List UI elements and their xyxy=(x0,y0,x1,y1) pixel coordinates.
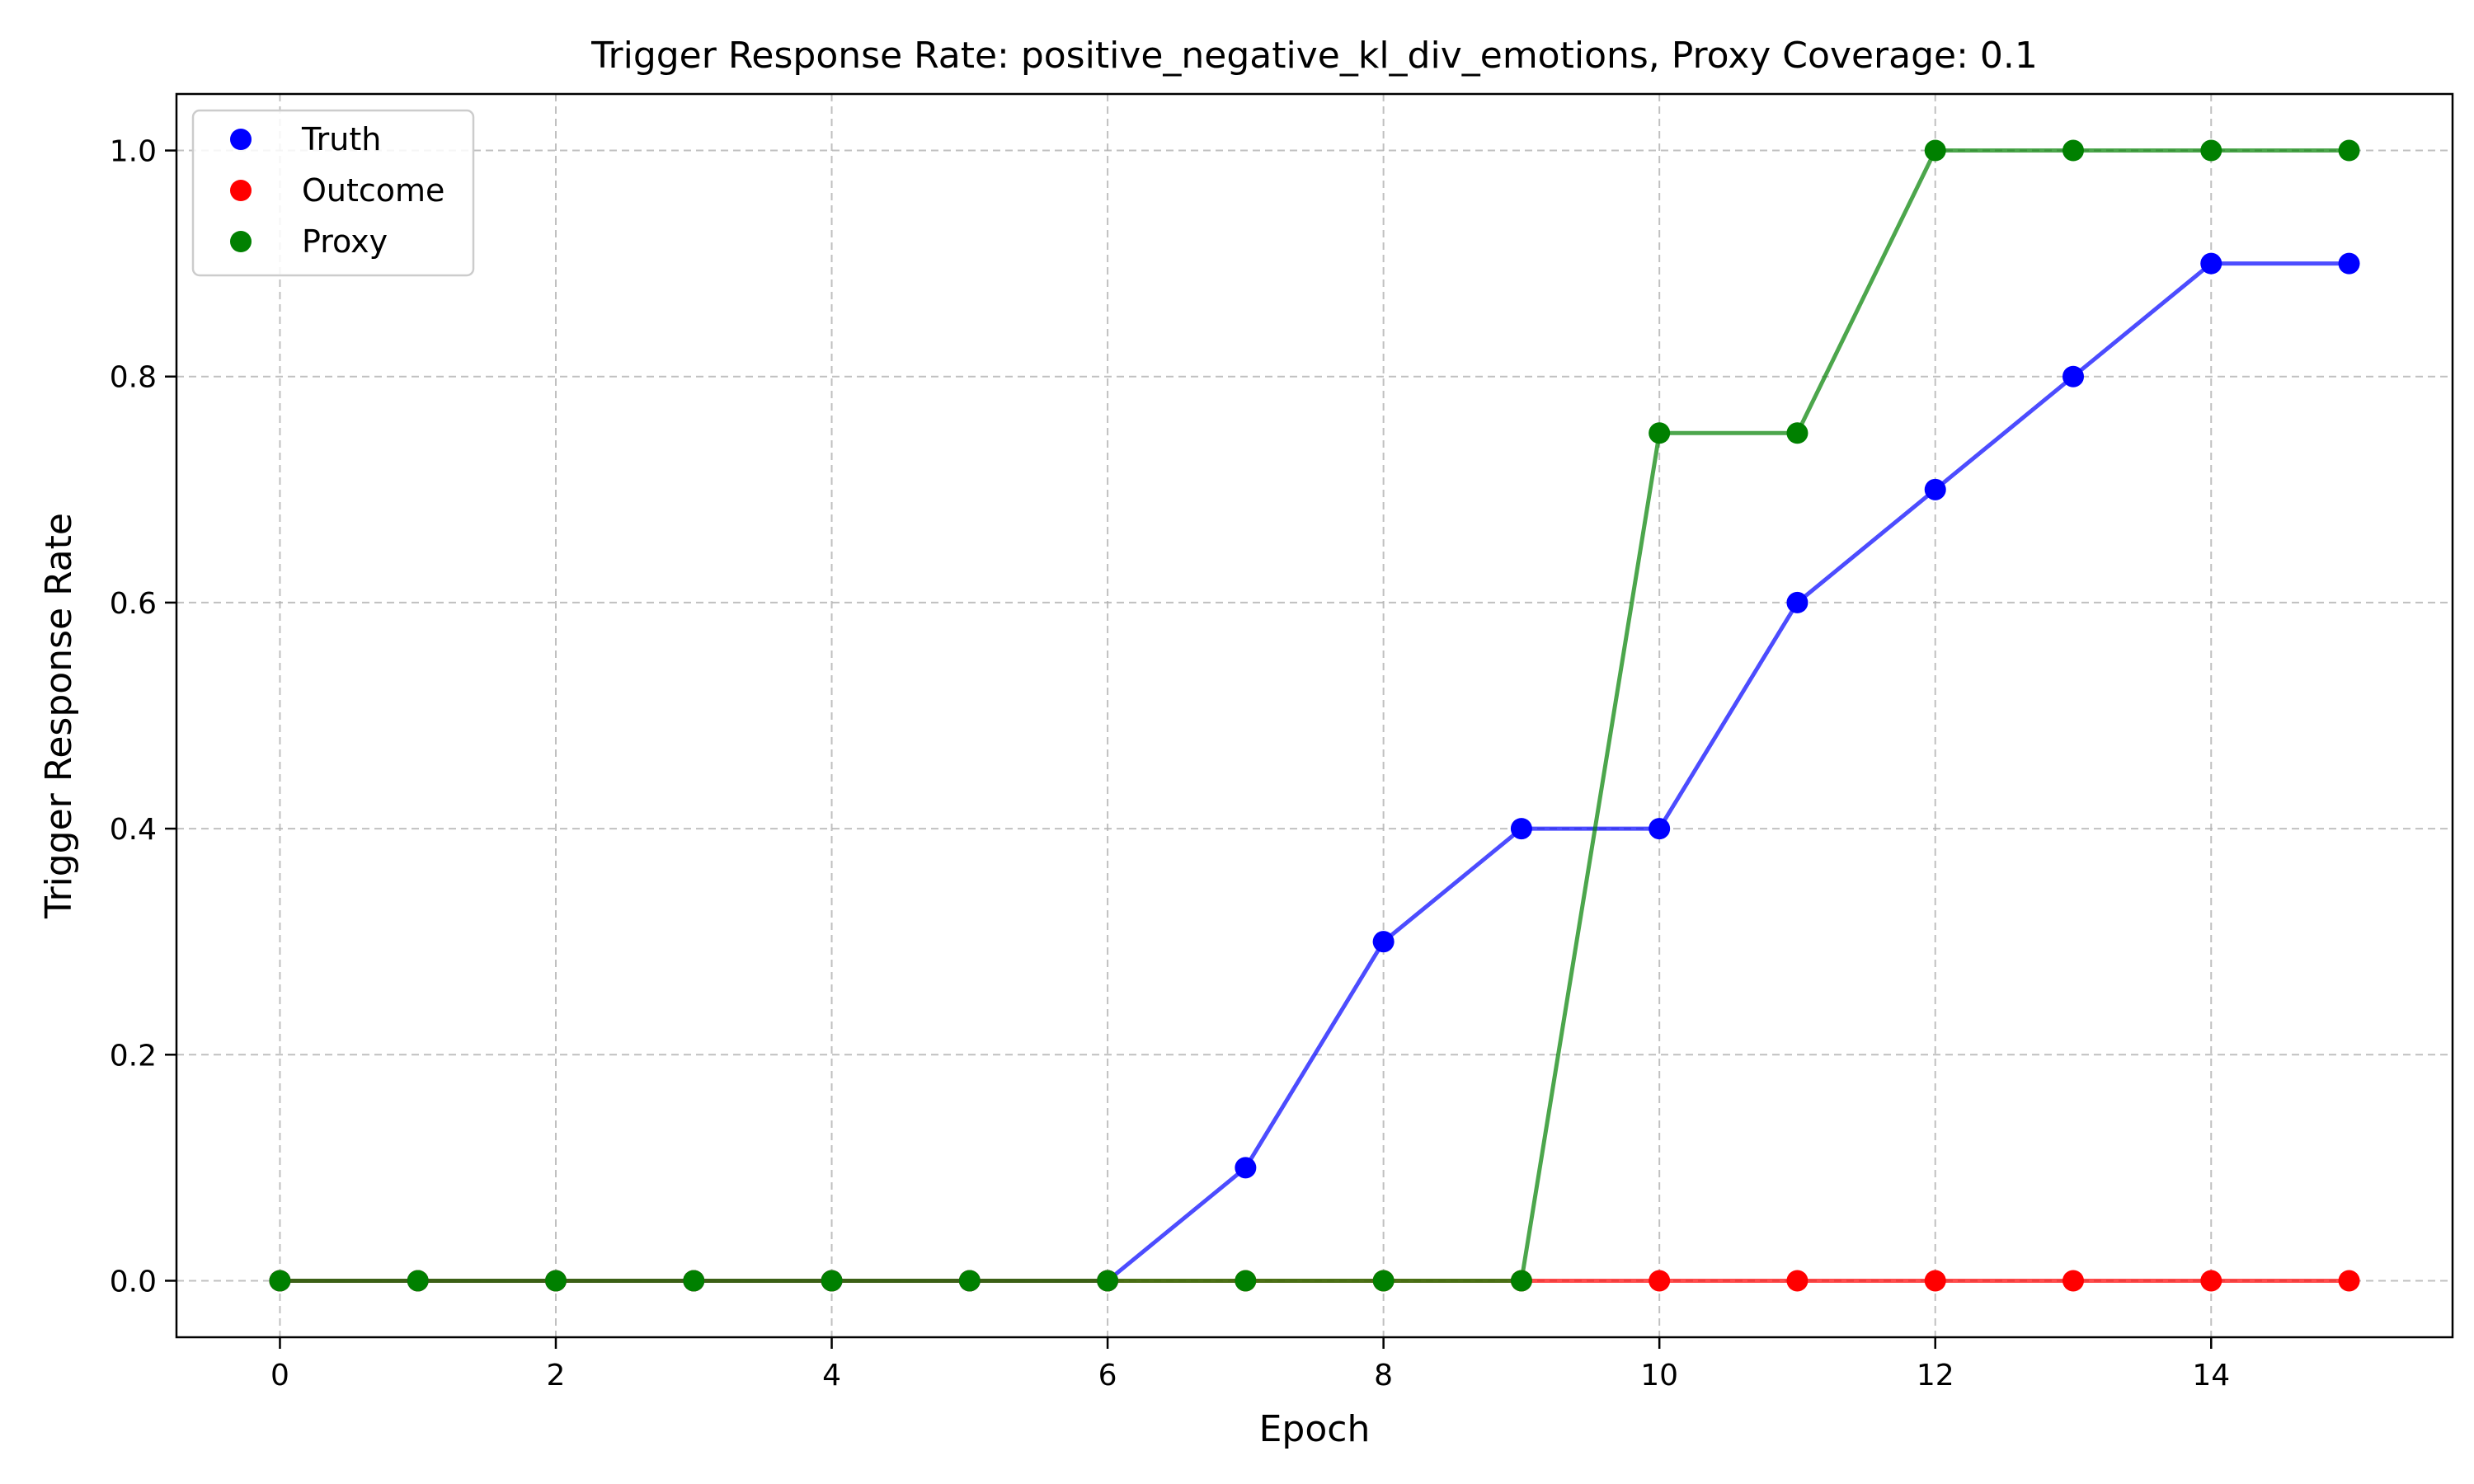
plot-area-frame xyxy=(175,92,2454,1339)
data-point-proxy xyxy=(1649,422,1671,444)
data-point-proxy xyxy=(2200,139,2222,162)
y-tick-label: 0.6 xyxy=(110,587,157,621)
y-tick-label: 0.8 xyxy=(110,361,157,395)
data-point-truth xyxy=(1372,931,1395,953)
data-point-truth xyxy=(1510,818,1532,840)
grid-lines xyxy=(176,94,2453,1337)
y-tick-label: 0.0 xyxy=(110,1265,157,1298)
data-point-outcome xyxy=(1649,1270,1671,1292)
x-tick-label: 10 xyxy=(1640,1359,1678,1392)
x-tick-label: 0 xyxy=(270,1359,289,1392)
data-point-proxy xyxy=(821,1270,843,1292)
legend-label-outcome: Outcome xyxy=(302,172,444,209)
data-point-truth xyxy=(2200,252,2222,275)
data-point-outcome xyxy=(1786,1270,1808,1292)
data-point-outcome xyxy=(2200,1270,2222,1292)
data-point-proxy xyxy=(1097,1270,1119,1292)
data-point-proxy xyxy=(269,1270,291,1292)
data-point-proxy xyxy=(545,1270,567,1292)
data-point-outcome xyxy=(2338,1270,2360,1292)
series-line-proxy xyxy=(280,148,2349,1283)
data-point-truth xyxy=(2062,365,2084,387)
data-point-truth xyxy=(2338,252,2360,275)
legend-marker-outcome xyxy=(230,180,252,201)
legend-marker-proxy xyxy=(230,231,252,252)
x-axis-label: Epoch xyxy=(1259,1408,1371,1450)
y-axis-label: Trigger Response Rate xyxy=(38,513,80,919)
data-point-truth xyxy=(1924,478,1946,500)
data-point-proxy xyxy=(2338,139,2360,162)
chart-title: Trigger Response Rate: positive_negative… xyxy=(590,35,2038,77)
legend: Truth Outcome Proxy xyxy=(191,109,475,277)
data-point-truth xyxy=(1786,591,1808,613)
y-tick-label: 0.2 xyxy=(110,1039,157,1073)
x-tick-label: 6 xyxy=(1098,1359,1117,1392)
series-points xyxy=(269,139,2360,1292)
data-point-proxy xyxy=(1924,139,1946,162)
legend-box xyxy=(191,109,475,277)
data-point-truth xyxy=(1649,818,1671,840)
data-point-truth xyxy=(1235,1157,1257,1179)
data-point-proxy xyxy=(1510,1270,1532,1292)
x-tick-label: 14 xyxy=(2192,1359,2230,1392)
data-point-proxy xyxy=(2062,139,2084,162)
data-point-proxy xyxy=(683,1270,705,1292)
series-line-truth xyxy=(280,261,2349,1283)
data-point-proxy xyxy=(1786,422,1808,444)
data-point-proxy xyxy=(1235,1270,1257,1292)
x-tick-label: 4 xyxy=(822,1359,841,1392)
x-axis-ticks: 0 2 4 6 8 10 12 14 xyxy=(270,1337,2230,1392)
y-tick-label: 1.0 xyxy=(110,135,157,169)
data-point-proxy xyxy=(958,1270,981,1292)
legend-label-proxy: Proxy xyxy=(302,223,388,260)
data-point-outcome xyxy=(1924,1270,1946,1292)
legend-label-truth: Truth xyxy=(301,121,381,157)
series-lines xyxy=(280,148,2349,1283)
data-point-proxy xyxy=(1372,1270,1395,1292)
data-point-proxy xyxy=(407,1270,429,1292)
y-axis-ticks: 0.0 0.2 0.4 0.6 0.8 1.0 xyxy=(110,135,176,1298)
x-tick-label: 12 xyxy=(1917,1359,1954,1392)
x-tick-label: 8 xyxy=(1374,1359,1393,1392)
legend-marker-truth xyxy=(230,129,252,150)
y-tick-label: 0.4 xyxy=(110,813,157,847)
x-tick-label: 2 xyxy=(547,1359,566,1392)
data-point-outcome xyxy=(2062,1270,2084,1292)
